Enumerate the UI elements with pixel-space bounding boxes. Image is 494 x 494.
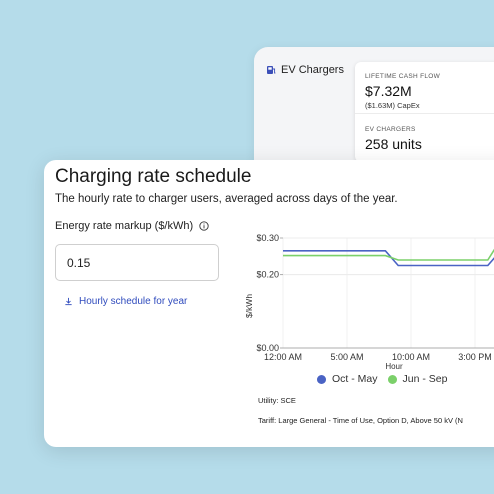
- page-title: Charging rate schedule: [55, 166, 252, 187]
- x-tick-label: 3:00 PM: [458, 352, 492, 362]
- x-tick-label: 5:00 AM: [330, 352, 363, 362]
- y-axis-label: $/kWh: [244, 294, 254, 318]
- ev-charger-icon: [267, 66, 276, 74]
- markup-label-row: Energy rate markup ($/kWh): [55, 220, 209, 232]
- rate-chart: $0.00 $0.20 $0.30 12:00 AM 5:00 AM 10:00 AM 3…: [244, 233, 494, 371]
- capex-value: ($1.63M) CapEx: [365, 101, 420, 110]
- markup-label: Energy rate markup ($/kWh): [55, 220, 194, 232]
- legend-dot-oct-may: [317, 374, 326, 384]
- utility-text: Utility: SCE: [258, 396, 296, 405]
- y-axis-ticks: $0.00 $0.20 $0.30: [256, 233, 283, 353]
- legend-label-oct-may: Oct - May: [332, 373, 378, 385]
- charging-rate-schedule-card: Charging rate schedule The hourly rate t…: [44, 160, 494, 447]
- legend-label-jun-sep: Jun - Sep: [402, 373, 448, 385]
- download-hourly-schedule-link[interactable]: Hourly schedule for year: [64, 296, 187, 307]
- legend-item-jun-sep[interactable]: Jun - Sep: [387, 373, 448, 385]
- download-icon: [65, 297, 72, 306]
- x-tick-label: 12:00 AM: [264, 352, 302, 362]
- x-tick-label: 10:00 AM: [392, 352, 430, 362]
- y-tick-label: $0.00: [256, 343, 279, 353]
- chart-legend: Oct - May Jun - Sep: [317, 373, 457, 385]
- legend-dot-jun-sep: [387, 374, 397, 384]
- tariff-text: Tariff: Large General - Time of Use, Opt…: [258, 416, 463, 425]
- series-line-1: [283, 248, 494, 261]
- legend-item-oct-may[interactable]: Oct - May: [317, 373, 378, 385]
- chart-series: [283, 248, 494, 267]
- download-label: Hourly schedule for year: [79, 296, 188, 307]
- schedule-subtitle: The hourly rate to charger users, averag…: [55, 193, 398, 205]
- metrics-divider: [355, 113, 494, 114]
- lifetime-cash-flow-label: LIFETIME CASH FLOW: [365, 73, 441, 80]
- series-line-0: [283, 250, 494, 267]
- ev-chargers-count-value: 258 units: [365, 136, 422, 152]
- markup-input[interactable]: [55, 244, 219, 281]
- ev-chargers-title: EV Chargers: [281, 64, 344, 76]
- ev-chargers-count-label: EV CHARGERS: [365, 126, 416, 133]
- metrics-card: LIFETIME CASH FLOW $7.32M ($1.63M) CapEx…: [355, 62, 494, 162]
- lifetime-cash-flow-value: $7.32M: [365, 83, 412, 99]
- y-tick-label: $0.30: [256, 233, 279, 243]
- x-axis-label: Hour: [385, 362, 403, 371]
- info-icon[interactable]: [199, 221, 209, 231]
- ev-chargers-title-row: EV Chargers: [266, 64, 344, 76]
- y-tick-label: $0.20: [256, 270, 279, 280]
